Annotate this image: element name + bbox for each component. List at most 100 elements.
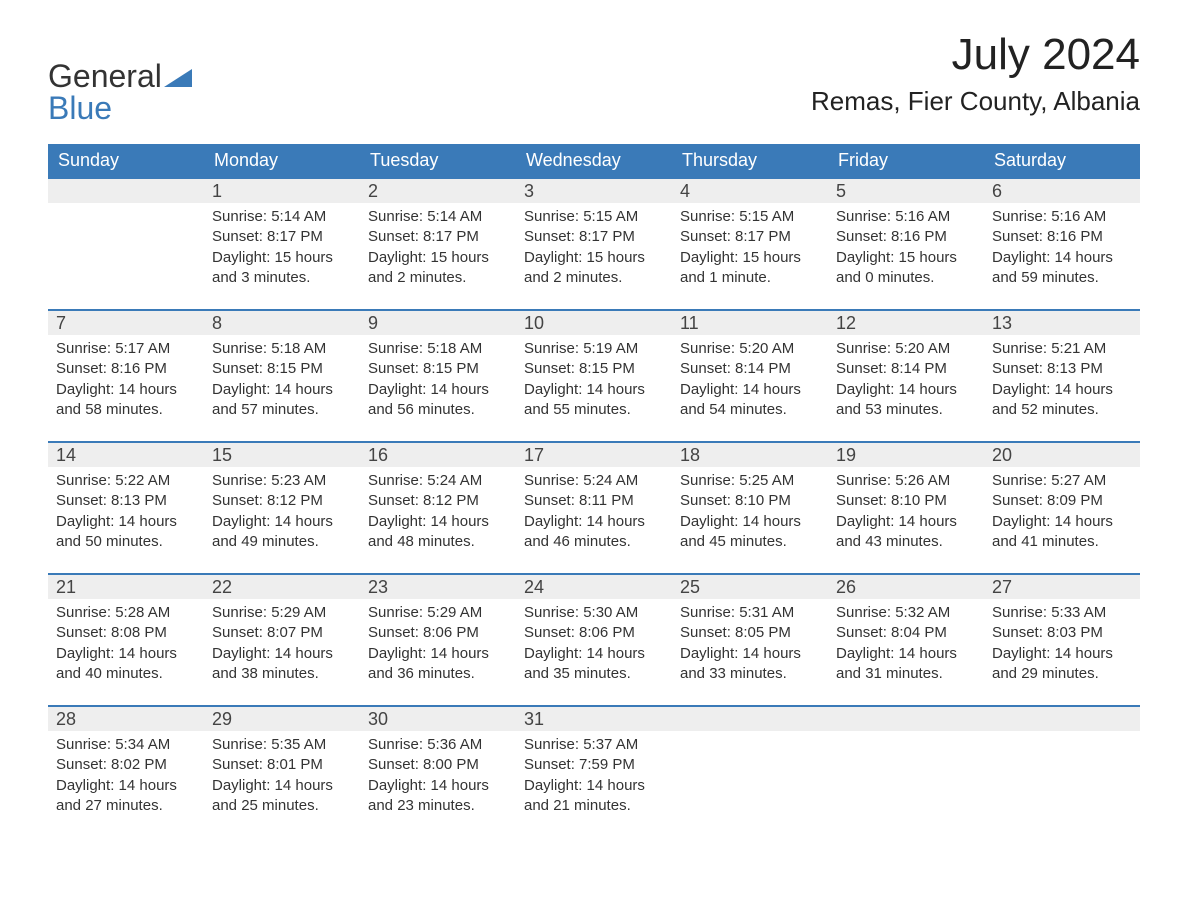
daylight-line: Daylight: 14 hours and 41 minutes. [992,512,1132,553]
day-number: 21 [48,573,204,599]
day-content: Sunrise: 5:25 AMSunset: 8:10 PMDaylight:… [672,467,828,564]
day-header: Saturday [984,144,1140,177]
calendar-cell: 24Sunrise: 5:30 AMSunset: 8:06 PMDayligh… [516,573,672,705]
day-number: 14 [48,441,204,467]
sunset-line: Sunset: 8:16 PM [836,227,976,247]
day-number: 13 [984,309,1140,335]
day-content: Sunrise: 5:32 AMSunset: 8:04 PMDaylight:… [828,599,984,696]
day-number: 17 [516,441,672,467]
sunrise-line: Sunrise: 5:22 AM [56,471,196,491]
day-number [672,705,828,731]
daylight-line: Daylight: 14 hours and 38 minutes. [212,644,352,685]
calendar-week: 1Sunrise: 5:14 AMSunset: 8:17 PMDaylight… [48,177,1140,309]
day-number [828,705,984,731]
sunset-line: Sunset: 8:15 PM [524,359,664,379]
sunset-line: Sunset: 8:00 PM [368,755,508,775]
day-content: Sunrise: 5:30 AMSunset: 8:06 PMDaylight:… [516,599,672,696]
daylight-line: Daylight: 14 hours and 31 minutes. [836,644,976,685]
calendar-cell [828,705,984,837]
day-content: Sunrise: 5:35 AMSunset: 8:01 PMDaylight:… [204,731,360,828]
day-content: Sunrise: 5:28 AMSunset: 8:08 PMDaylight:… [48,599,204,696]
sunset-line: Sunset: 8:03 PM [992,623,1132,643]
sunset-line: Sunset: 8:15 PM [212,359,352,379]
sunset-line: Sunset: 8:10 PM [836,491,976,511]
day-number: 10 [516,309,672,335]
day-number: 16 [360,441,516,467]
sunset-line: Sunset: 8:16 PM [56,359,196,379]
calendar-cell: 19Sunrise: 5:26 AMSunset: 8:10 PMDayligh… [828,441,984,573]
calendar-cell: 15Sunrise: 5:23 AMSunset: 8:12 PMDayligh… [204,441,360,573]
day-content: Sunrise: 5:14 AMSunset: 8:17 PMDaylight:… [360,203,516,300]
daylight-line: Daylight: 14 hours and 54 minutes. [680,380,820,421]
sunrise-line: Sunrise: 5:31 AM [680,603,820,623]
daylight-line: Daylight: 14 hours and 45 minutes. [680,512,820,553]
day-content: Sunrise: 5:18 AMSunset: 8:15 PMDaylight:… [360,335,516,432]
day-content: Sunrise: 5:16 AMSunset: 8:16 PMDaylight:… [828,203,984,300]
day-content: Sunrise: 5:29 AMSunset: 8:07 PMDaylight:… [204,599,360,696]
calendar-cell: 10 Sunrise: 5:19 AMSunset: 8:15 PMDayligh… [516,309,672,441]
day-number: 31 [516,705,672,731]
sunrise-line: Sunrise: 5:36 AM [368,735,508,755]
day-header: Thursday [672,144,828,177]
sunrise-line: Sunrise: 5:32 AM [836,603,976,623]
daylight-line: Daylight: 14 hours and 57 minutes. [212,380,352,421]
day-number: 29 [204,705,360,731]
day-number: 26 [828,573,984,599]
sunrise-line: Sunrise: 5:24 AM [368,471,508,491]
daylight-line: Daylight: 15 hours and 2 minutes. [368,248,508,289]
title-block: July 2024 Remas, Fier County, Albania [811,30,1140,117]
calendar-cell: 25Sunrise: 5:31 AMSunset: 8:05 PMDayligh… [672,573,828,705]
daylight-line: Daylight: 15 hours and 3 minutes. [212,248,352,289]
calendar-cell [984,705,1140,837]
calendar-cell: 2Sunrise: 5:14 AMSunset: 8:17 PMDaylight… [360,177,516,309]
day-number [984,705,1140,731]
daylight-line: Daylight: 14 hours and 35 minutes. [524,644,664,685]
sunrise-line: Sunrise: 5:34 AM [56,735,196,755]
sunset-line: Sunset: 8:13 PM [992,359,1132,379]
day-content: Sunrise: 5:29 AMSunset: 8:06 PMDaylight:… [360,599,516,696]
day-content: Sunrise: 5:15 AMSunset: 8:17 PMDaylight:… [672,203,828,300]
sunrise-line: Sunrise: 5:19 AM [524,339,664,359]
day-number: 4 [672,177,828,203]
day-number: 9 [360,309,516,335]
day-number: 18 [672,441,828,467]
sunset-line: Sunset: 8:17 PM [680,227,820,247]
calendar-cell: 5Sunrise: 5:16 AMSunset: 8:16 PMDaylight… [828,177,984,309]
day-content: Sunrise: 5:20 AMSunset: 8:14 PMDaylight:… [828,335,984,432]
day-number: 2 [360,177,516,203]
day-header-row: SundayMondayTuesdayWednesdayThursdayFrid… [48,144,1140,177]
sunset-line: Sunset: 8:14 PM [680,359,820,379]
day-content: Sunrise: 5:34 AMSunset: 8:02 PMDaylight:… [48,731,204,828]
day-number: 30 [360,705,516,731]
day-content: Sunrise: 5:20 AMSunset: 8:14 PMDaylight:… [672,335,828,432]
logo-triangle-icon [164,60,192,92]
calendar-week: 14Sunrise: 5:22 AMSunset: 8:13 PMDayligh… [48,441,1140,573]
calendar-cell: 1Sunrise: 5:14 AMSunset: 8:17 PMDaylight… [204,177,360,309]
sunset-line: Sunset: 8:17 PM [212,227,352,247]
sunset-line: Sunset: 8:10 PM [680,491,820,511]
calendar-week: 21Sunrise: 5:28 AMSunset: 8:08 PMDayligh… [48,573,1140,705]
sunrise-line: Sunrise: 5:33 AM [992,603,1132,623]
day-header: Sunday [48,144,204,177]
sunset-line: Sunset: 8:09 PM [992,491,1132,511]
logo-text: General Blue [48,60,192,124]
calendar-cell [672,705,828,837]
sunrise-line: Sunrise: 5:16 AM [992,207,1132,227]
calendar-cell: 12Sunrise: 5:20 AMSunset: 8:14 PMDayligh… [828,309,984,441]
sunrise-line: Sunrise: 5:14 AM [212,207,352,227]
calendar-cell: 8Sunrise: 5:18 AMSunset: 8:15 PMDaylight… [204,309,360,441]
daylight-line: Daylight: 14 hours and 55 minutes. [524,380,664,421]
day-content: Sunrise: 5:31 AMSunset: 8:05 PMDaylight:… [672,599,828,696]
calendar-cell: 7Sunrise: 5:17 AMSunset: 8:16 PMDaylight… [48,309,204,441]
day-number: 19 [828,441,984,467]
day-content: Sunrise: 5:23 AMSunset: 8:12 PMDaylight:… [204,467,360,564]
calendar-cell [48,177,204,309]
daylight-line: Daylight: 15 hours and 1 minute. [680,248,820,289]
day-number: 11 [672,309,828,335]
calendar-cell: 31Sunrise: 5:37 AMSunset: 7:59 PMDayligh… [516,705,672,837]
sunrise-line: Sunrise: 5:17 AM [56,339,196,359]
day-content: Sunrise: 5:37 AMSunset: 7:59 PMDaylight:… [516,731,672,828]
sunrise-line: Sunrise: 5:29 AM [368,603,508,623]
day-content: Sunrise: 5:26 AMSunset: 8:10 PMDaylight:… [828,467,984,564]
day-number: 15 [204,441,360,467]
